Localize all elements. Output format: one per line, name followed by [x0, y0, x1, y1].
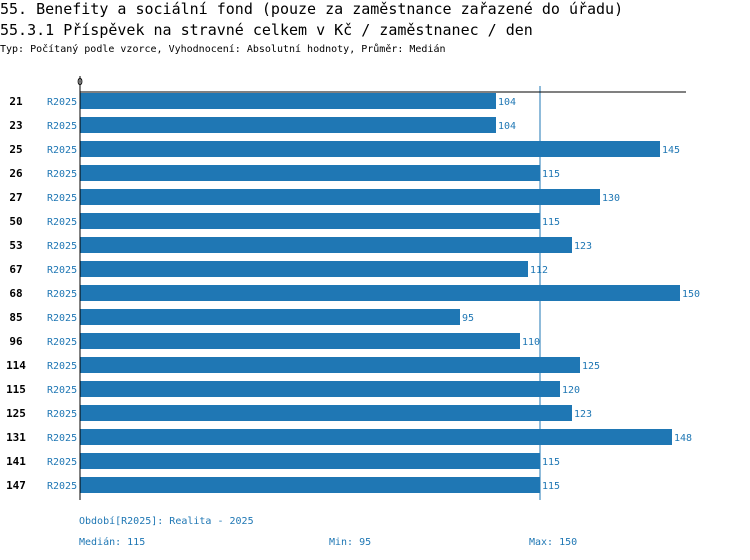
category-label: 53	[9, 239, 22, 252]
category-label: 131	[6, 431, 26, 444]
series-label: R2025	[47, 97, 77, 108]
bar	[80, 285, 680, 301]
data-label: 123	[574, 241, 592, 252]
series-label: R2025	[47, 169, 77, 180]
bar	[80, 93, 496, 109]
category-label: 141	[6, 455, 26, 468]
category-label: 147	[6, 479, 26, 492]
data-label: 115	[542, 217, 560, 228]
bar	[80, 165, 540, 181]
category-label: 50	[9, 215, 22, 228]
category-label: 21	[9, 95, 23, 108]
series-label: R2025	[47, 193, 77, 204]
bar	[80, 333, 520, 349]
data-label: 115	[542, 169, 560, 180]
bar	[80, 405, 572, 421]
data-label: 125	[582, 361, 600, 372]
data-label: 104	[498, 121, 516, 132]
series-label: R2025	[47, 457, 77, 468]
series-label: R2025	[47, 409, 77, 420]
series-label: R2025	[47, 241, 77, 252]
data-label: 130	[602, 193, 620, 204]
category-label: 25	[9, 143, 22, 156]
series-label: R2025	[47, 385, 77, 396]
bar	[80, 477, 540, 493]
category-label: 67	[9, 263, 22, 276]
bar	[80, 429, 672, 445]
data-label: 115	[542, 481, 560, 492]
category-label: 27	[9, 191, 22, 204]
data-label: 112	[530, 265, 548, 276]
bar	[80, 117, 496, 133]
min-summary: Min: 95	[329, 537, 372, 548]
data-label: 145	[662, 145, 680, 156]
bar	[80, 189, 600, 205]
data-label: 115	[542, 457, 560, 468]
series-label: R2025	[47, 145, 77, 156]
data-label: 110	[522, 337, 540, 348]
category-label: 68	[9, 287, 22, 300]
bar	[80, 261, 528, 277]
series-label: R2025	[47, 481, 77, 492]
series-label: R2025	[47, 337, 77, 348]
bar	[80, 141, 660, 157]
chart-type-description: Typ: Počítaný podle vzorce, Vyhodnocení:…	[0, 44, 446, 55]
series-label: R2025	[47, 361, 77, 372]
data-label: 123	[574, 409, 592, 420]
series-label: R2025	[47, 313, 77, 324]
period-legend: Období[R2025]: Realita - 2025	[79, 516, 254, 527]
data-label: 150	[682, 289, 700, 300]
category-label: 96	[9, 335, 23, 348]
category-label: 115	[6, 383, 26, 396]
bar	[80, 213, 540, 229]
data-label: 120	[562, 385, 580, 396]
series-label: R2025	[47, 289, 77, 300]
bar	[80, 381, 560, 397]
category-label: 26	[9, 167, 23, 180]
category-label: 114	[6, 359, 26, 372]
data-label: 95	[462, 313, 474, 324]
bar	[80, 309, 460, 325]
series-label: R2025	[47, 217, 77, 228]
chart-subtitle: 55.3.1 Příspěvek na stravné celkem v Kč …	[0, 21, 533, 39]
series-label: R2025	[47, 433, 77, 444]
bar	[80, 453, 540, 469]
category-label: 125	[6, 407, 26, 420]
median-summary: Medián: 115	[79, 537, 146, 548]
series-label: R2025	[47, 265, 77, 276]
data-label: 148	[674, 433, 692, 444]
bar	[80, 357, 580, 373]
series-label: R2025	[47, 121, 77, 132]
category-label: 23	[9, 119, 22, 132]
max-summary: Max: 150	[529, 537, 578, 548]
bar	[80, 237, 572, 253]
category-label: 85	[9, 311, 22, 324]
data-label: 104	[498, 97, 516, 108]
chart-title: 55. Benefity a sociální fond (pouze za z…	[0, 0, 624, 18]
